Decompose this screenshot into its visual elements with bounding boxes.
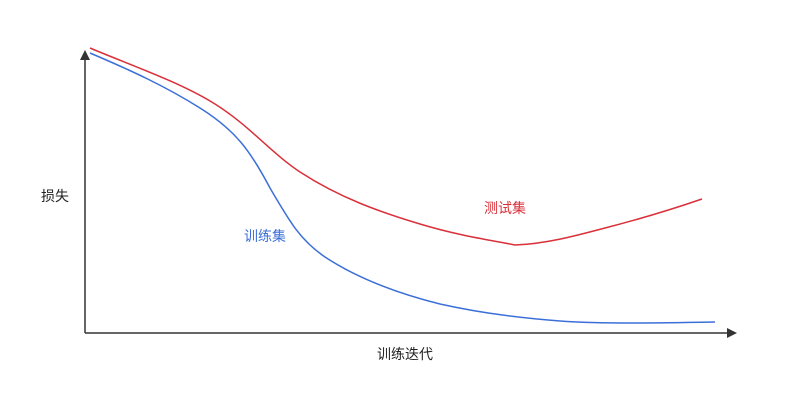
train-curve	[89, 52, 716, 324]
test-curve	[89, 47, 703, 246]
test-label: 测试集	[484, 200, 526, 217]
y-axis-label: 损失	[41, 189, 69, 205]
x-axis-label: 训练迭代	[377, 347, 433, 363]
train-label: 训练集	[244, 228, 286, 245]
